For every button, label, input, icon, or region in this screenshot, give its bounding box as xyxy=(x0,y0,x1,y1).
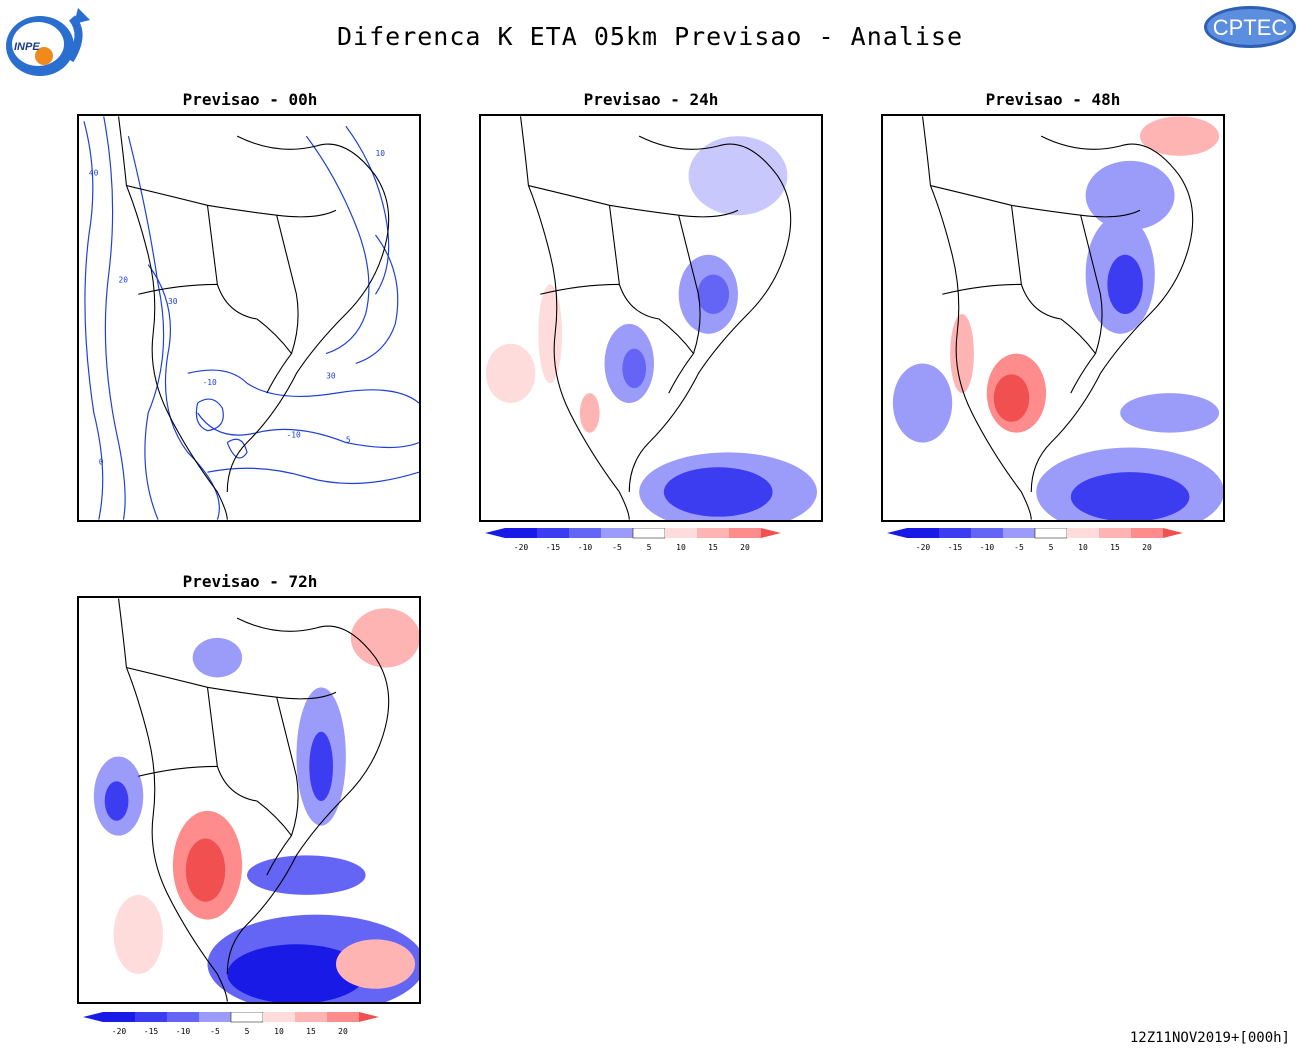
map-panel-72h xyxy=(77,596,421,1004)
panel-title-00h: Previsao - 00h xyxy=(182,90,318,109)
colorbar-label: -20 xyxy=(112,1027,127,1036)
map-panel-48h xyxy=(881,114,1225,522)
forecast-timestamp: 12Z11NOV2019+[000h] xyxy=(1129,1030,1290,1046)
contour-label: 20 xyxy=(119,275,129,284)
panel-title-48h: Previsao - 48h xyxy=(985,90,1121,109)
colorbar-label: 20 xyxy=(740,543,750,552)
colorbar-label: 20 xyxy=(338,1027,348,1036)
contour-map-00h: 20 30 40 -10 10 30 -10 0 5 xyxy=(83,116,419,520)
colorbar-48h: -20 -15 -10 -5 5 10 15 20 xyxy=(887,528,1183,552)
contour-label: -10 xyxy=(203,378,218,387)
cptec-logo: CPTEC xyxy=(1204,6,1296,48)
inpe-logo: INPE xyxy=(6,8,90,76)
colorbar-label: 20 xyxy=(1142,543,1152,552)
colorbar-label: -20 xyxy=(916,543,931,552)
contour-label: 40 xyxy=(89,169,99,178)
colorbar-label: -15 xyxy=(144,1027,159,1036)
panel-title-72h: Previsao - 72h xyxy=(182,572,318,591)
colorbar-label: 10 xyxy=(274,1027,284,1036)
svg-text:INPE: INPE xyxy=(14,41,40,53)
shaded-map-72h xyxy=(93,598,419,1002)
colorbar-label: -10 xyxy=(176,1027,191,1036)
panel-title-24h: Previsao - 24h xyxy=(583,90,719,109)
colorbar-label: 15 xyxy=(708,543,718,552)
colorbar-label: -20 xyxy=(514,543,529,552)
contour-label: 0 xyxy=(99,457,104,466)
colorbar-72h: -20 -15 -10 -5 5 10 15 20 xyxy=(83,1012,379,1036)
svg-text:CPTEC: CPTEC xyxy=(1213,15,1288,40)
map-panel-00h: 20 30 40 -10 10 30 -10 0 5 xyxy=(77,114,421,522)
colorbar-label: 10 xyxy=(1078,543,1088,552)
colorbar-label: 5 xyxy=(245,1027,250,1036)
colorbar-label: 15 xyxy=(306,1027,316,1036)
colorbar-label: -5 xyxy=(612,543,622,552)
map-panel-24h xyxy=(479,114,823,522)
colorbar-label: -5 xyxy=(1014,543,1024,552)
shaded-map-24h xyxy=(485,116,818,520)
colorbar-24h: -20 -15 -10 -5 5 10 15 20 xyxy=(485,528,781,552)
contour-label: 10 xyxy=(376,149,386,158)
colorbar-label: -15 xyxy=(948,543,963,552)
colorbar-label: 10 xyxy=(676,543,686,552)
colorbar-label: 5 xyxy=(1049,543,1054,552)
page-title: Diferenca K ETA 05km Previsao - Analise xyxy=(337,22,963,51)
contour-label: 30 xyxy=(326,371,336,380)
colorbar-label: -15 xyxy=(546,543,561,552)
colorbar-label: 5 xyxy=(647,543,652,552)
shaded-map-48h xyxy=(892,116,1223,520)
contour-label: 30 xyxy=(168,297,178,306)
colorbar-label: -5 xyxy=(210,1027,220,1036)
colorbar-label: -10 xyxy=(578,543,593,552)
colorbar-label: 15 xyxy=(1110,543,1120,552)
contour-label: 5 xyxy=(346,436,351,445)
contour-label: -10 xyxy=(287,431,302,440)
colorbar-label: -10 xyxy=(980,543,995,552)
